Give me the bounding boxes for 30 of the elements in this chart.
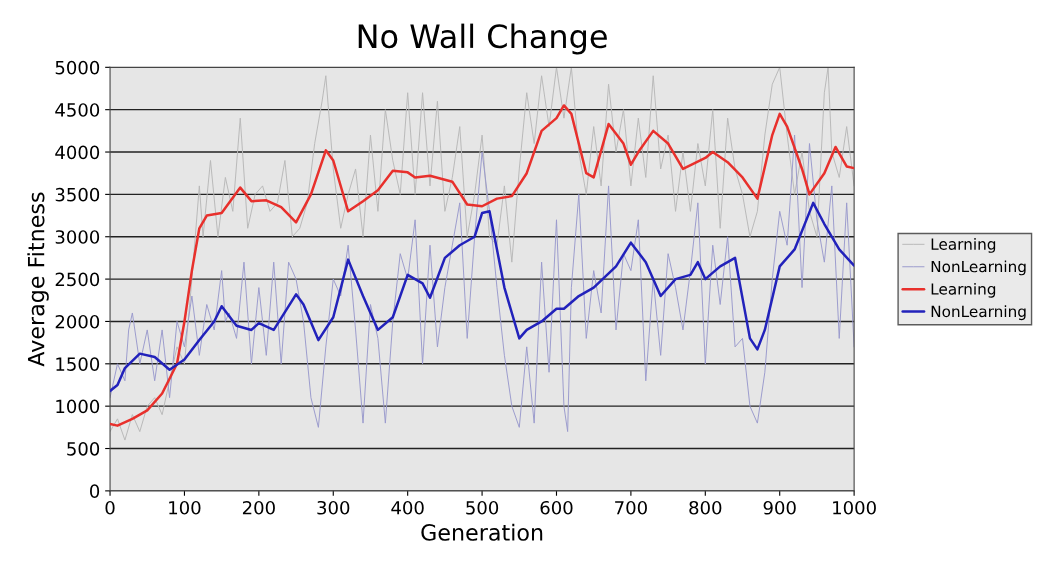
y-axis-title: Average Fitness <box>27 192 49 367</box>
legend-label: Learning <box>931 238 996 253</box>
x-axis-title: Generation <box>421 523 543 541</box>
legend-label: Learning <box>931 282 996 298</box>
y-tick-label: 2000 <box>55 314 100 329</box>
chart-title: No Wall Change <box>358 23 607 55</box>
y-tick-label: 5000 <box>55 60 100 75</box>
y-tick-label: 1000 <box>56 399 100 414</box>
x-tick-label: 400 <box>391 500 424 515</box>
y-tick-label: 2500 <box>55 272 100 287</box>
x-tick-label: 300 <box>317 500 350 515</box>
y-tick-label: 0 <box>90 484 100 498</box>
x-tick-label: 700 <box>615 500 647 515</box>
y-tick-label: 4500 <box>55 103 100 117</box>
y-tick-label: 1500 <box>56 357 100 371</box>
legend-label: NonLearning <box>931 260 1026 276</box>
x-tick-label: 200 <box>242 500 275 515</box>
legend-label: NonLearning <box>931 305 1026 321</box>
x-tick-label: 0 <box>105 500 115 515</box>
y-tick-label: 3000 <box>55 230 100 244</box>
x-tick-label: 800 <box>689 500 722 515</box>
x-tick-label: 500 <box>466 500 499 515</box>
y-tick-label: 4000 <box>55 145 100 160</box>
x-tick-label: 600 <box>540 500 573 515</box>
y-tick-label: 500 <box>67 441 100 456</box>
x-tick-label: 100 <box>169 500 201 515</box>
y-tick-label: 3500 <box>55 187 100 202</box>
x-tick-label: 1000 <box>833 500 876 515</box>
line-series <box>110 201 855 393</box>
x-tick-label: 900 <box>763 500 796 515</box>
